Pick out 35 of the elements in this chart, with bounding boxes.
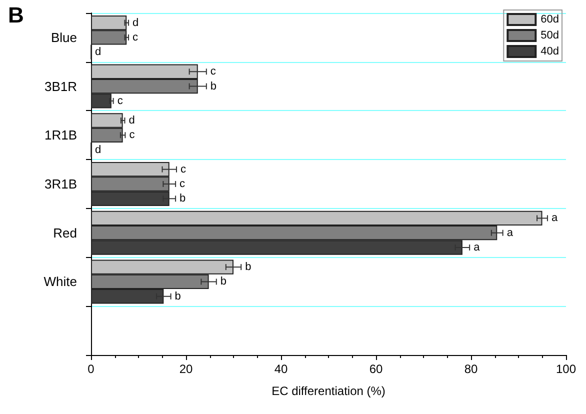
x-tick-label: 60 — [369, 362, 383, 376]
data-label: c — [129, 129, 136, 142]
x-tick-label: 100 — [556, 362, 576, 376]
data-label: a — [474, 242, 481, 254]
x-tick-label: 20 — [179, 362, 193, 376]
x-axis-title: EC differentiation (%) — [272, 384, 386, 398]
legend-label: 60d — [540, 14, 560, 26]
legend-label: 50d — [540, 30, 560, 42]
data-label: d — [132, 16, 139, 29]
y-tick-label: Red — [53, 225, 77, 240]
text: B — [8, 2, 24, 28]
data-label: a — [506, 226, 514, 239]
x-tick-label: 80 — [464, 362, 478, 376]
data-label: c — [180, 178, 186, 190]
legend-label: 40d — [540, 46, 560, 58]
data-label: b — [210, 80, 217, 92]
data-label: c — [132, 31, 139, 44]
data-label: d — [128, 114, 135, 126]
y-tick-label: White — [44, 274, 77, 290]
data-label: b — [245, 261, 252, 274]
data-label: b — [220, 276, 227, 288]
y-tick-label: 3B1R — [44, 78, 77, 94]
y-tick-label: Blue — [50, 30, 77, 45]
data-label: c — [180, 163, 186, 176]
y-tick-label: 1R1B — [44, 128, 77, 143]
data-label: b — [180, 192, 186, 205]
y-tick-label: 3R1B — [44, 176, 77, 192]
x-tick-label: 40 — [274, 362, 288, 376]
data-label: c — [210, 66, 216, 78]
data-label: b — [174, 290, 181, 302]
data-label: d — [95, 144, 102, 156]
x-tick-label: 0 — [88, 362, 95, 376]
data-label: a — [551, 212, 558, 224]
data-label: c — [117, 94, 124, 107]
data-label: d — [95, 46, 102, 58]
